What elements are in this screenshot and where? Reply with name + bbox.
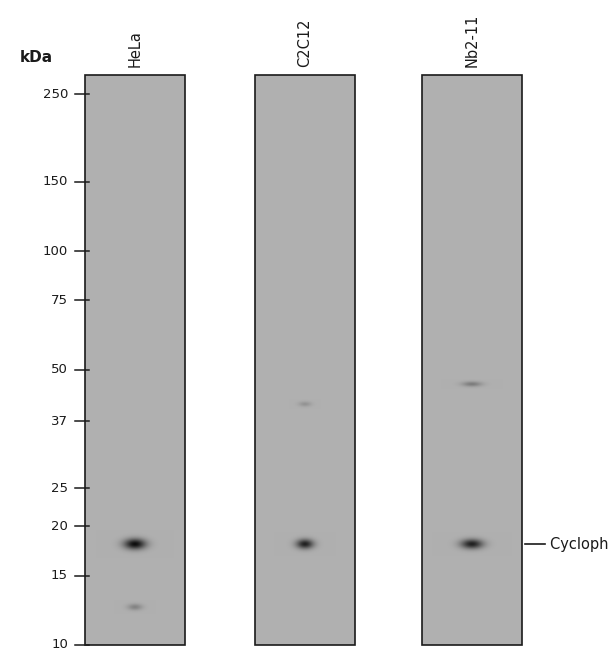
FancyBboxPatch shape [422,75,522,645]
Text: 100: 100 [43,244,68,258]
Text: 250: 250 [43,88,68,101]
FancyBboxPatch shape [255,75,355,645]
Text: kDa: kDa [20,50,53,65]
FancyBboxPatch shape [85,75,185,645]
Text: 50: 50 [51,363,68,376]
Text: 15: 15 [51,569,68,582]
Text: 150: 150 [43,175,68,188]
Text: 25: 25 [51,482,68,495]
Text: HeLa: HeLa [127,30,143,67]
Text: C2C12: C2C12 [298,19,312,67]
Text: 75: 75 [51,294,68,307]
Text: Cyclophilin A: Cyclophilin A [550,537,609,552]
Text: 37: 37 [51,415,68,428]
Text: 20: 20 [51,520,68,533]
Text: 10: 10 [51,639,68,651]
Text: Nb2-11: Nb2-11 [465,13,479,67]
